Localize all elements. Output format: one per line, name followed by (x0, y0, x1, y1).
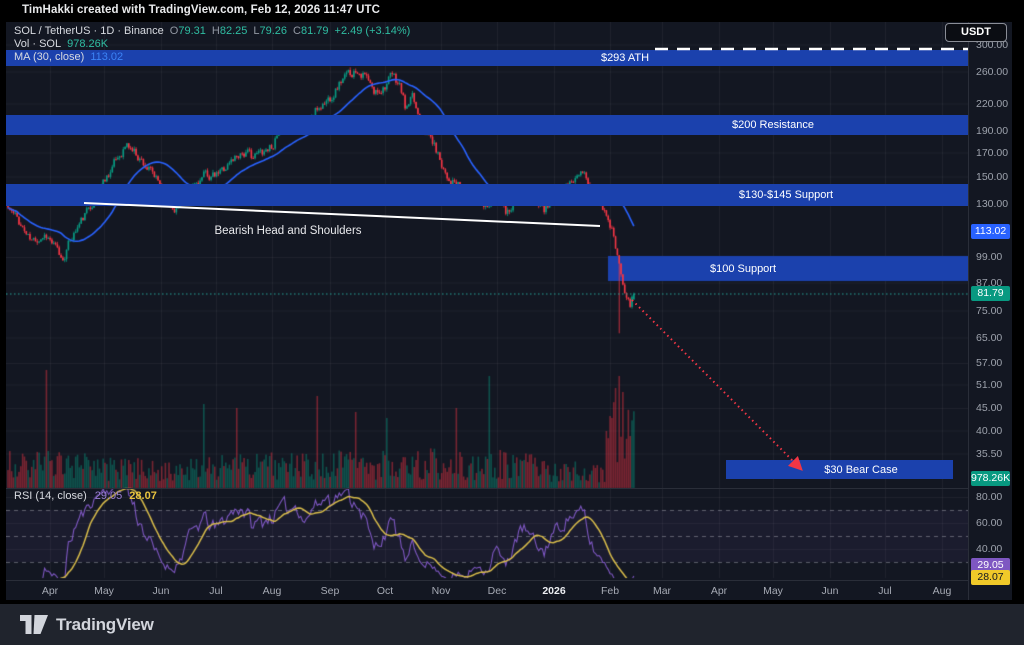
axis-price-label: 978.26K (971, 470, 1011, 486)
footer-bar: TradingView (0, 604, 1024, 645)
price-axis-tick: 190.00 (976, 125, 1009, 137)
symbol-legend[interactable]: SOL / TetherUS · 1D · Binance O79.31 H82.2… (14, 25, 410, 64)
price-axis-tick: 150.00 (976, 170, 1009, 183)
high-key: H (211, 25, 220, 37)
legend-symbol-row[interactable]: SOL / TetherUS · 1D · Binance O79.31 H82.2… (14, 25, 410, 38)
price-axis-tick: 60.00 (976, 517, 1003, 529)
symbol-title[interactable]: SOL / TetherUS · 1D · Binance (14, 25, 164, 37)
price-axis-tick: 51.00 (976, 378, 1003, 391)
close-key: C (293, 25, 301, 37)
price-axis-tick: 65.00 (976, 331, 1003, 344)
tradingview-wordmark: TradingView (56, 614, 154, 634)
low-key: L (253, 25, 260, 37)
time-axis-label: Jun (821, 585, 839, 597)
tradingview-logo-mark (20, 615, 48, 634)
legend-ma-row[interactable]: MA (30, close) 113.02 (14, 51, 410, 64)
close-value: 81.79 (300, 25, 329, 37)
time-axis-label: Aug (932, 585, 952, 597)
price-axis-tick: 75.00 (976, 304, 1003, 317)
low-value: 79.26 (259, 25, 288, 37)
price-axis-tick: 35.50 (976, 447, 1003, 460)
price-axis-tick: 220.00 (976, 97, 1009, 110)
ma-value: 113.02 (90, 51, 124, 63)
currency-toggle-button[interactable]: USDT (945, 23, 1007, 42)
price-axis-tick: 87.00 (976, 276, 1003, 289)
price-axis-tick: 130.00 (976, 198, 1009, 210)
time-axis-label: Jul (209, 585, 223, 597)
volume-value: 978.26K (67, 38, 109, 50)
time-axis-label: Dec (487, 585, 507, 597)
axis-price-label: 113.02 (971, 224, 1010, 239)
open-value: 79.31 (178, 25, 206, 37)
rsi-ma-value: 28.07 (129, 490, 157, 502)
price-axis-tick: 57.00 (976, 357, 1003, 369)
time-axis-label: May (763, 585, 783, 597)
time-axis-label: Jul (878, 585, 892, 597)
time-axis[interactable]: Apr May Jun Jul Aug Sep Oct Nov Dec 2026 Feb Mar Apr… (6, 580, 968, 600)
rsi-legend[interactable]: RSI (14, close) 29.05 28.07 (14, 490, 157, 502)
rsi-label[interactable]: RSI (14, close) (14, 490, 87, 502)
time-axis-label: Apr (41, 585, 59, 597)
price-axis-tick: 40.00 (976, 424, 1003, 437)
time-axis-label: Sep (320, 585, 340, 597)
time-axis-label: Mar (652, 585, 672, 597)
price-axis-tick: 99.00 (976, 251, 1003, 263)
price-axis[interactable]: 300.00 260.00 220.00 190.00 170.00 150.00 130.… (968, 22, 1012, 600)
price-chart-canvas[interactable] (6, 22, 968, 600)
attribution-text: TimHakki created with TradingView.com, F… (22, 4, 381, 16)
time-axis-label: Jun (152, 585, 170, 597)
ma-label[interactable]: MA (30, close) (14, 51, 85, 63)
price-axis-tick: 45.00 (976, 402, 1003, 414)
volume-label[interactable]: Vol · SOL (14, 38, 62, 50)
price-axis-tick: 170.00 (976, 146, 1009, 159)
time-axis-label: Nov (431, 585, 451, 597)
axis-price-label: 28.07 (971, 569, 1010, 585)
axis-price-label: 81.79 (971, 286, 1010, 301)
time-axis-label: Aug (262, 585, 282, 597)
time-axis-label: Feb (600, 585, 620, 597)
axis-price-label: 29.05 (971, 557, 1010, 573)
price-axis-tick: 80.00 (976, 491, 1003, 503)
price-axis-tick: 40.00 (976, 543, 1003, 555)
price-axis-tick: 260.00 (976, 65, 1009, 78)
attribution-bar: TimHakki created with TradingView.com, F… (0, 0, 1024, 21)
head-and-shoulders-label[interactable]: Bearish Head and Shoulders (214, 225, 362, 237)
rsi-value: 29.05 (94, 490, 123, 502)
high-value: 82.25 (219, 25, 248, 37)
time-axis-label: Apr (710, 585, 728, 597)
time-axis-label: Oct (376, 585, 394, 597)
time-axis-label: May (94, 585, 114, 597)
change-value: +2.49 (+3.14%) (334, 25, 411, 37)
legend-volume-row[interactable]: Vol · SOL 978.26K (14, 38, 410, 51)
pane-separator-rsi[interactable] (6, 488, 968, 489)
chart-panel[interactable]: $293 ATH $200 Resistance $130-$145 Support… (6, 22, 1012, 600)
open-key: O (169, 25, 179, 37)
time-axis-label: 2026 (542, 585, 566, 597)
tradingview-logo[interactable]: TradingView (20, 615, 154, 635)
